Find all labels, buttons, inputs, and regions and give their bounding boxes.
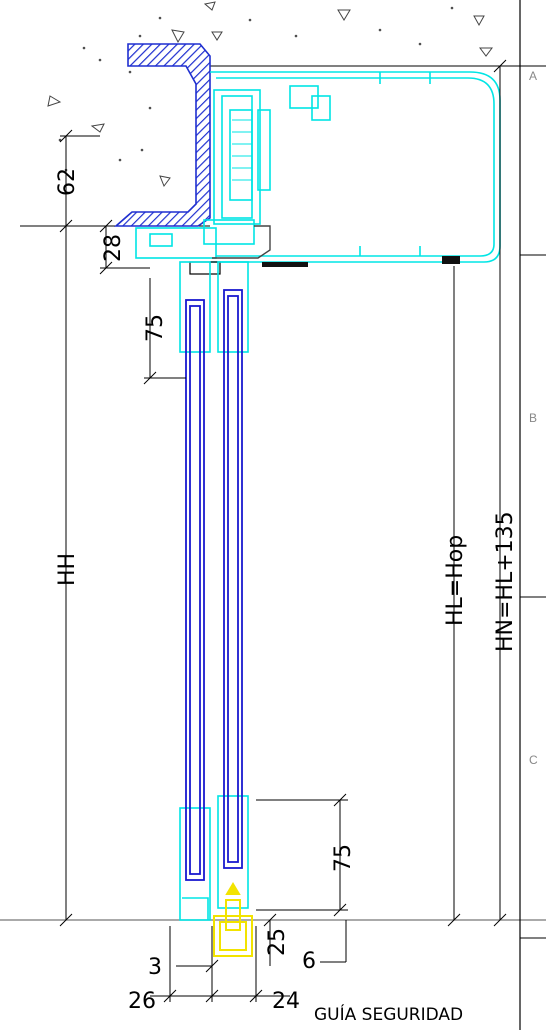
dim-hh: HH (55, 553, 80, 586)
dim-26: 26 (128, 989, 156, 1014)
dim-3: 3 (148, 955, 162, 980)
dim-hn: HN=HL+135 (493, 511, 518, 652)
zone-label-b: B (529, 411, 537, 425)
zone-label-a: A (529, 69, 537, 83)
dim-6: 6 (302, 949, 316, 974)
glass-left (185, 299, 205, 881)
safety-guide (213, 882, 253, 957)
top-guide-block (189, 261, 221, 275)
zone-label-c: C (529, 753, 538, 767)
header-box-profile (135, 71, 501, 263)
dim-25: 25 (265, 928, 290, 956)
glass-right (223, 289, 243, 869)
dim-24: 24 (272, 989, 300, 1014)
leaf-right (217, 261, 249, 909)
dim-62: 62 (55, 168, 80, 196)
header-inner-lines (232, 119, 252, 181)
leaf-left (179, 261, 211, 921)
end-stop (442, 256, 460, 264)
brush-seal (262, 262, 308, 267)
steel-angle-profile (113, 43, 211, 227)
dim-75-bottom: 75 (331, 844, 356, 872)
concrete-slab (47, 1, 493, 188)
dim-28: 28 (101, 234, 126, 262)
dimension-lines (59, 59, 507, 1003)
drawing-caption: GUÍA SEGURIDAD (314, 1003, 463, 1025)
dim-75-top: 75 (143, 314, 168, 342)
dim-hl-hop: HL=Hop (443, 535, 468, 626)
hanger-bracket (212, 225, 271, 259)
